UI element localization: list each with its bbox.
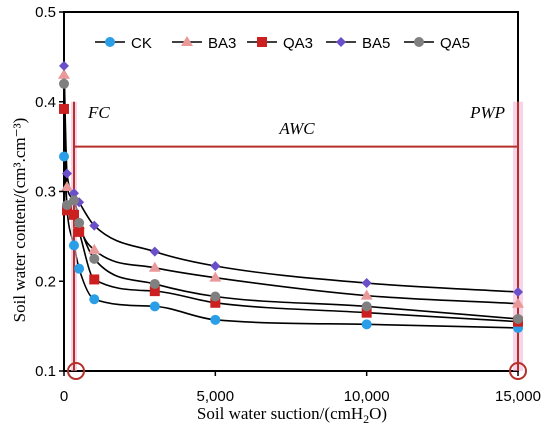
axes: 0.1 0.2 0.3 0.4 0.5 0 5,000 10,000 15,000 (35, 4, 541, 405)
x-axis-title-end: O) (369, 404, 387, 423)
legend-label-qa3: QA3 (283, 35, 313, 52)
marker-qa5 (149, 278, 160, 289)
marker-qa3 (62, 205, 73, 216)
marker-qa5 (68, 195, 79, 206)
marker-ck (74, 263, 85, 274)
marker-qa3 (59, 103, 69, 114)
legend-label-ba3: BA3 (208, 35, 236, 52)
marker-ba3 (88, 243, 101, 254)
data-markers (58, 60, 524, 333)
marker-ba5 (210, 260, 221, 271)
marker-qa5 (361, 301, 372, 312)
x-tick-label: 10,000 (344, 388, 390, 405)
awc-annotation: AWC (278, 119, 315, 138)
x-axis-title-subscript: 2 (363, 412, 369, 426)
legend-label-qa5: QA5 (440, 35, 470, 52)
marker-ba3 (148, 261, 161, 272)
marker-ba5 (149, 246, 160, 257)
marker-qa5 (59, 78, 69, 89)
marker-ba5 (59, 60, 69, 71)
marker-ba5 (68, 188, 79, 199)
marker-qa3 (149, 286, 160, 297)
y-tick-label: 0.2 (35, 273, 56, 290)
legend-label-ck: CK (131, 35, 152, 52)
y-tick-label: 0.3 (35, 184, 56, 201)
fc-annotation: FC (87, 103, 110, 122)
x-axis-title-main: Soil water suction/(cmH (197, 404, 363, 423)
marker-qa3 (68, 209, 79, 220)
marker-ba5 (513, 287, 523, 298)
marker-qa5 (74, 217, 85, 228)
pwp-circle (509, 362, 527, 380)
legend-marker-qa3 (257, 37, 267, 47)
marker-qa5 (210, 291, 221, 302)
pwp-annotation: PWP (469, 103, 505, 122)
legend-marker-ba3 (181, 36, 193, 46)
y-axis-title: Soil water content/(cm³.cm⁻³) (10, 118, 29, 323)
marker-ck (89, 294, 100, 305)
marker-qa3 (74, 226, 85, 237)
marker-ba3 (512, 297, 524, 308)
y-tick-label: 0.1 (35, 363, 56, 380)
reference-lines (66, 101, 527, 380)
legend-marker-ba5 (336, 37, 346, 47)
marker-ba5 (89, 220, 100, 231)
marker-qa5 (513, 313, 523, 324)
marker-ba3 (360, 289, 373, 300)
marker-ck (361, 319, 372, 330)
marker-ck (68, 240, 79, 251)
x-tick-label: 15,000 (495, 388, 541, 405)
marker-ck (210, 314, 221, 325)
legend-label-ba5: BA5 (362, 35, 390, 52)
marker-qa5 (89, 253, 100, 264)
legend: CK BA3 QA3 BA5 QA5 (95, 35, 470, 52)
x-tick-label: 5,000 (197, 388, 235, 405)
x-tick-label: 0 (60, 388, 68, 405)
legend-marker-qa5 (414, 37, 424, 47)
legend-marker-ck (105, 37, 115, 47)
marker-ck (149, 301, 160, 312)
y-tick-label: 0.4 (35, 94, 56, 111)
plot-frame (63, 11, 519, 372)
marker-ba3 (209, 271, 222, 282)
marker-qa3 (210, 297, 221, 308)
marker-ck (59, 151, 69, 162)
marker-ba5 (62, 168, 73, 179)
marker-ba3 (61, 181, 74, 192)
y-tick-label: 0.5 (35, 4, 56, 21)
marker-qa3 (89, 274, 100, 285)
plot-area (63, 11, 519, 372)
marker-ba5 (361, 278, 372, 289)
marker-ba3 (58, 68, 70, 79)
x-axis-title: Soil water suction/(cmH2O) (197, 404, 387, 426)
marker-qa3 (361, 307, 372, 318)
fc-circle (66, 362, 85, 380)
